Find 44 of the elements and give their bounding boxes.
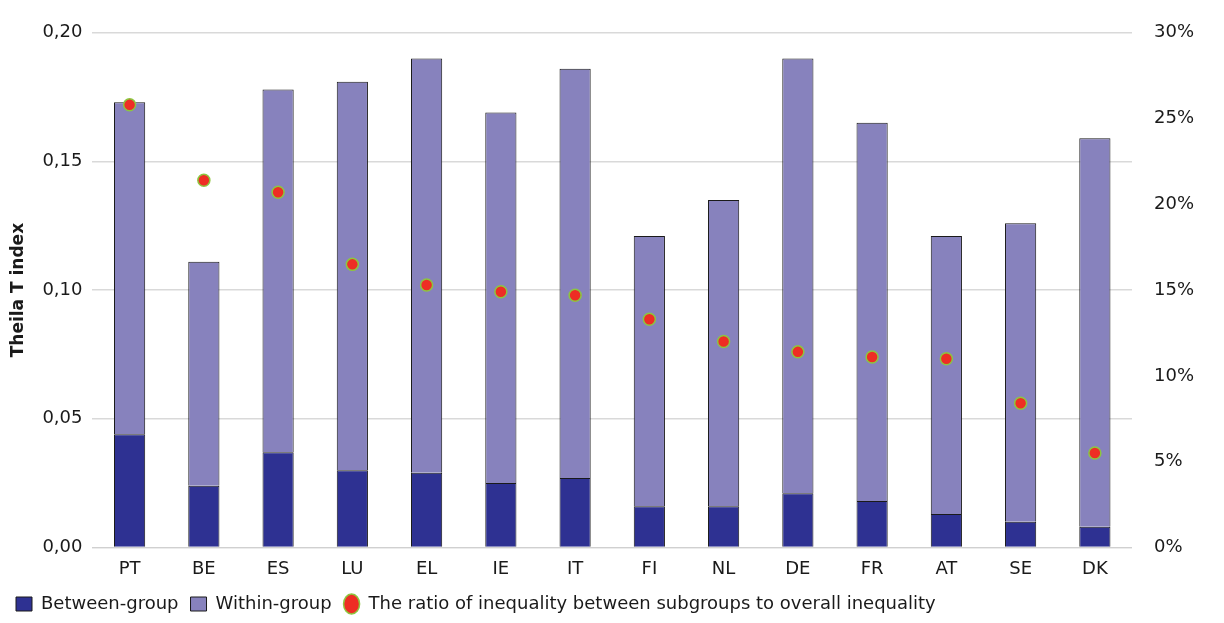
y2-tick-label: 20% bbox=[1153, 192, 1195, 214]
point bbox=[939, 351, 954, 366]
y-tick-label: 0,20 bbox=[42, 20, 83, 42]
x-tick-label: SE bbox=[1009, 556, 1033, 578]
point bbox=[345, 257, 360, 272]
x-tick-label: EL bbox=[415, 556, 438, 578]
y2-tick-label: 30% bbox=[1153, 20, 1195, 42]
x-tick-label: ES bbox=[266, 556, 290, 578]
legend-label: Between-group bbox=[41, 591, 179, 613]
y2-tick-label: 0% bbox=[1153, 535, 1183, 557]
point bbox=[1013, 396, 1028, 411]
x-tick-label: BE bbox=[191, 556, 216, 578]
legend-label: The ratio of inequality between subgroups to overall inequality bbox=[367, 591, 937, 613]
x-tick-label: PT bbox=[118, 556, 142, 578]
x-tick-label: NL bbox=[711, 556, 736, 578]
x-tick-label: LU bbox=[341, 556, 364, 578]
legend-label: Within-group bbox=[215, 591, 332, 613]
y-tick-label: 0,15 bbox=[42, 149, 83, 171]
x-tick-label: FR bbox=[860, 556, 884, 578]
x-tick-label: IE bbox=[492, 556, 510, 578]
point bbox=[419, 278, 434, 292]
y-axis-title: Theila T index bbox=[6, 222, 27, 358]
point bbox=[642, 312, 657, 327]
x-tick-label: DE bbox=[785, 556, 811, 578]
point bbox=[197, 173, 211, 188]
point bbox=[716, 334, 731, 349]
y-tick-label: 0,00 bbox=[42, 535, 83, 557]
x-tick-label: DK bbox=[1082, 556, 1109, 578]
point bbox=[568, 288, 582, 302]
y2-tick-label: 15% bbox=[1153, 277, 1195, 299]
y2-tick-label: 5% bbox=[1153, 449, 1183, 471]
point bbox=[271, 185, 285, 200]
point bbox=[865, 350, 879, 364]
point bbox=[122, 98, 137, 112]
y-tick-label: 0,10 bbox=[42, 277, 83, 299]
x-tick-label: FI bbox=[641, 556, 658, 578]
y-tick-label: 0,05 bbox=[42, 406, 83, 428]
point bbox=[1088, 446, 1102, 460]
y2-tick-label: 10% bbox=[1153, 363, 1195, 385]
y2-tick-label: 25% bbox=[1153, 106, 1195, 128]
point bbox=[791, 345, 805, 359]
point bbox=[494, 285, 508, 299]
x-tick-label: AT bbox=[935, 556, 959, 578]
x-tick-label: IT bbox=[566, 556, 585, 578]
